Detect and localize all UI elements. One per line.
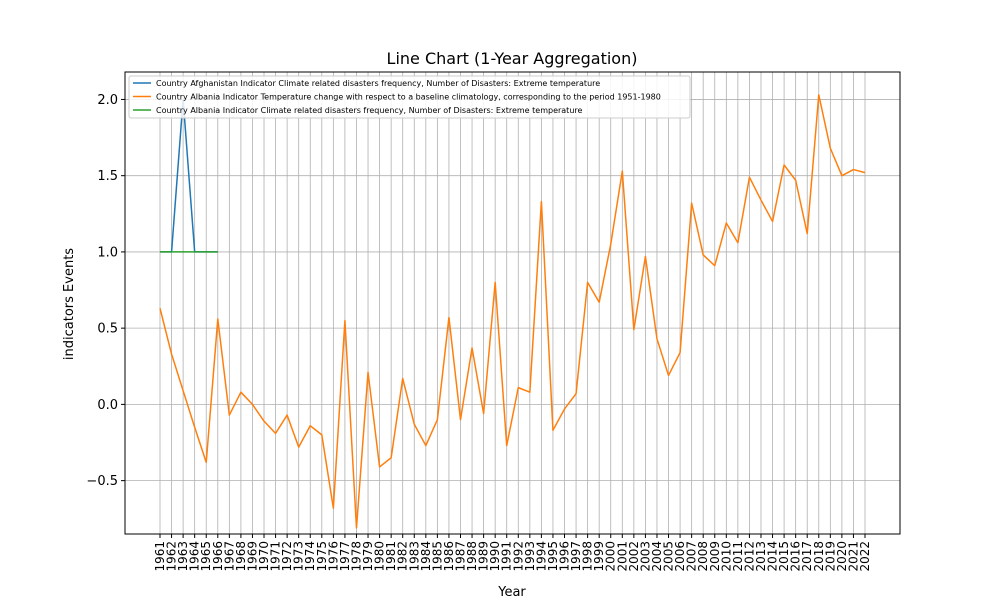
x-tick-label: 1974 bbox=[303, 541, 317, 572]
series-line-2 bbox=[159, 94, 866, 529]
y-tick-label: 0.0 bbox=[97, 398, 118, 413]
x-tick-label: 1984 bbox=[419, 541, 433, 572]
x-tick-label: 1966 bbox=[211, 541, 225, 572]
x-tick-label: 1995 bbox=[546, 541, 560, 572]
y-tick-label: 1.0 bbox=[97, 245, 118, 260]
x-tick-label: 1968 bbox=[234, 541, 248, 572]
x-tick-label: 1998 bbox=[581, 541, 595, 572]
x-tick-label: 1999 bbox=[592, 541, 606, 572]
plot-frame bbox=[124, 71, 901, 535]
x-tick-label: 1987 bbox=[453, 541, 467, 572]
x-tick-label: 2004 bbox=[650, 541, 664, 572]
x-tick-label: 2003 bbox=[638, 541, 652, 572]
x-tick-label: 2001 bbox=[615, 541, 629, 572]
x-tick-label: 2020 bbox=[835, 541, 849, 572]
x-tick-label: 1992 bbox=[511, 541, 525, 572]
x-tick-label: 2014 bbox=[766, 541, 780, 572]
x-tick-label: 2002 bbox=[627, 541, 641, 572]
legend-entry: Country Albania Indicator Climate relate… bbox=[156, 106, 583, 115]
chart-title: Line Chart (1-Year Aggregation) bbox=[387, 49, 638, 68]
x-tick-label: 1994 bbox=[534, 541, 548, 572]
x-tick-label: 1964 bbox=[188, 541, 202, 572]
x-tick-label: 2021 bbox=[846, 541, 860, 572]
x-tick-label: 1985 bbox=[430, 541, 444, 572]
x-tick-label: 1989 bbox=[477, 541, 491, 572]
x-tick-label: 1986 bbox=[442, 541, 456, 572]
x-tick-label: 1996 bbox=[558, 541, 572, 572]
x-tick-label: 1991 bbox=[500, 541, 514, 572]
x-tick-label: 2007 bbox=[685, 541, 699, 572]
x-tick-label: 2012 bbox=[742, 541, 756, 572]
x-tick-label: 1961 bbox=[153, 541, 167, 572]
x-tick-label: 2019 bbox=[823, 541, 837, 572]
plot-lines bbox=[159, 94, 866, 529]
x-tick-label: 2008 bbox=[696, 541, 710, 572]
x-tick-label: 1975 bbox=[315, 541, 329, 572]
x-tick-label: 1990 bbox=[488, 541, 502, 572]
x-tick-label: 2013 bbox=[754, 541, 768, 572]
y-axis-label: indicators Events bbox=[62, 248, 77, 360]
x-tick-label: 2016 bbox=[789, 541, 803, 572]
x-tick-label: 1969 bbox=[245, 541, 259, 572]
x-tick-label: 2005 bbox=[662, 541, 676, 572]
x-tick-label: 1982 bbox=[396, 541, 410, 572]
legend-box bbox=[128, 75, 691, 119]
x-tick-label: 2017 bbox=[800, 541, 814, 572]
x-tick-label: 1979 bbox=[361, 541, 375, 572]
legend-entry: Country Albania Indicator Temperature ch… bbox=[156, 93, 661, 102]
x-tick-label: 1981 bbox=[384, 541, 398, 572]
x-tick-label: 1978 bbox=[349, 541, 363, 572]
x-axis-label: Year bbox=[497, 585, 526, 600]
x-tick-label: 1965 bbox=[199, 541, 213, 572]
y-tick-label: −0.5 bbox=[86, 474, 118, 489]
x-tick-label: 2015 bbox=[777, 541, 791, 572]
x-tick-label: 1973 bbox=[292, 541, 306, 572]
x-tick-label: 1962 bbox=[165, 541, 179, 572]
x-tick-label: 2011 bbox=[731, 541, 745, 572]
x-tick-label: 2018 bbox=[812, 541, 826, 572]
y-tick-label: 2.0 bbox=[97, 93, 118, 108]
x-tick-label: 1972 bbox=[280, 541, 294, 572]
x-tick-label: 1997 bbox=[569, 541, 583, 572]
x-tick-label: 1977 bbox=[338, 541, 352, 572]
legend: Country Afghanistan Indicator Climate re… bbox=[128, 75, 691, 119]
x-tick-label: 1971 bbox=[269, 541, 283, 572]
x-tick-label: 2009 bbox=[708, 541, 722, 572]
x-tick-label: 2000 bbox=[604, 541, 618, 572]
x-tick-label: 1988 bbox=[465, 541, 479, 572]
x-tick-label: 1993 bbox=[523, 541, 537, 572]
x-tick-label: 2022 bbox=[858, 541, 872, 572]
x-tick-label: 1983 bbox=[407, 541, 421, 572]
x-tick-label: 1980 bbox=[373, 541, 387, 572]
x-axis: 1961196219631964196519661967196819691970… bbox=[153, 534, 872, 572]
x-tick-label: 2006 bbox=[673, 541, 687, 572]
x-tick-label: 2010 bbox=[719, 541, 733, 572]
y-tick-label: 1.5 bbox=[97, 169, 118, 184]
legend-entry: Country Afghanistan Indicator Climate re… bbox=[156, 79, 600, 88]
grid-lines bbox=[125, 72, 900, 534]
x-tick-label: 1967 bbox=[222, 541, 236, 572]
x-tick-label: 1970 bbox=[257, 541, 271, 572]
x-tick-label: 1963 bbox=[176, 541, 190, 572]
y-tick-label: 0.5 bbox=[97, 322, 118, 337]
x-tick-label: 1976 bbox=[326, 541, 340, 572]
y-axis: 2.0 1.5 1.0 0.5 0.0 −0.5 bbox=[86, 93, 125, 489]
